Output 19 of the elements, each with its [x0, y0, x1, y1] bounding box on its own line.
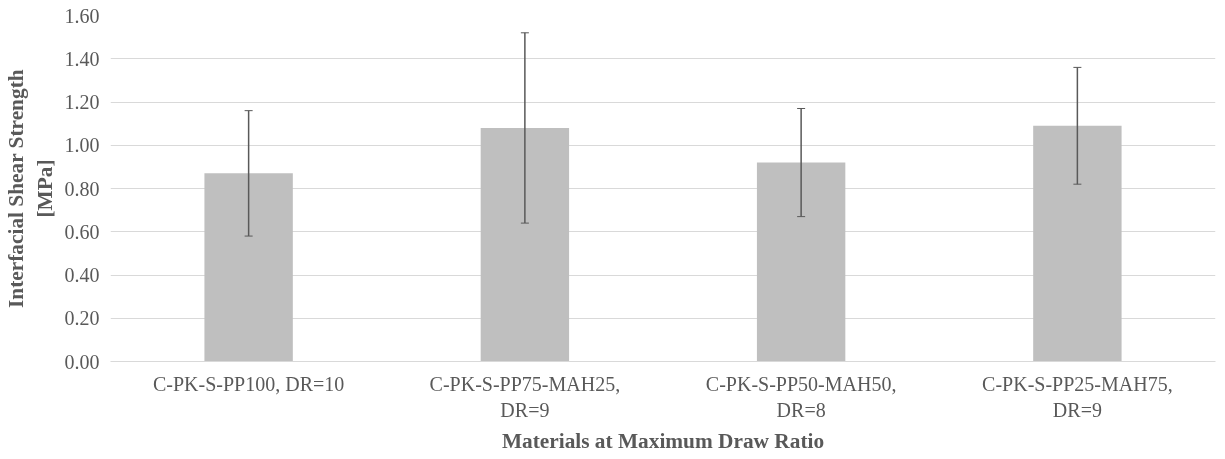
bar: [1033, 125, 1122, 362]
bar: [480, 127, 570, 362]
x-axis-title: Materials at Maximum Draw Ratio: [501, 428, 825, 453]
x-tick-label: C-PK-S-PP100, DR=10: [152, 372, 345, 395]
y-tick-label: 0.60: [64, 220, 100, 243]
x-tick-label: C-PK-S-PP50-MAH50, DR=8: [705, 372, 897, 421]
y-tick-label: 0.20: [64, 307, 100, 330]
y-tick-label: 1.00: [64, 134, 100, 157]
y-tick-label: 0.00: [64, 350, 100, 373]
y-tick-label: 1.40: [64, 47, 100, 70]
x-tick-label: C-PK-S-PP25-MAH75, DR=9: [982, 372, 1173, 421]
y-axis-title: Interfacial Shear Strength [MPa]: [3, 69, 57, 308]
y-tick-label: 0.80: [64, 177, 100, 200]
y-tick-label: 1.20: [64, 91, 100, 113]
bar: [204, 173, 293, 362]
y-tick-label: 0.40: [64, 264, 100, 286]
y-tick-label: 1.60: [64, 4, 100, 27]
x-tick-label: C-PK-S-PP75-MAH25, DR=9: [429, 372, 621, 421]
bar: [756, 162, 846, 362]
